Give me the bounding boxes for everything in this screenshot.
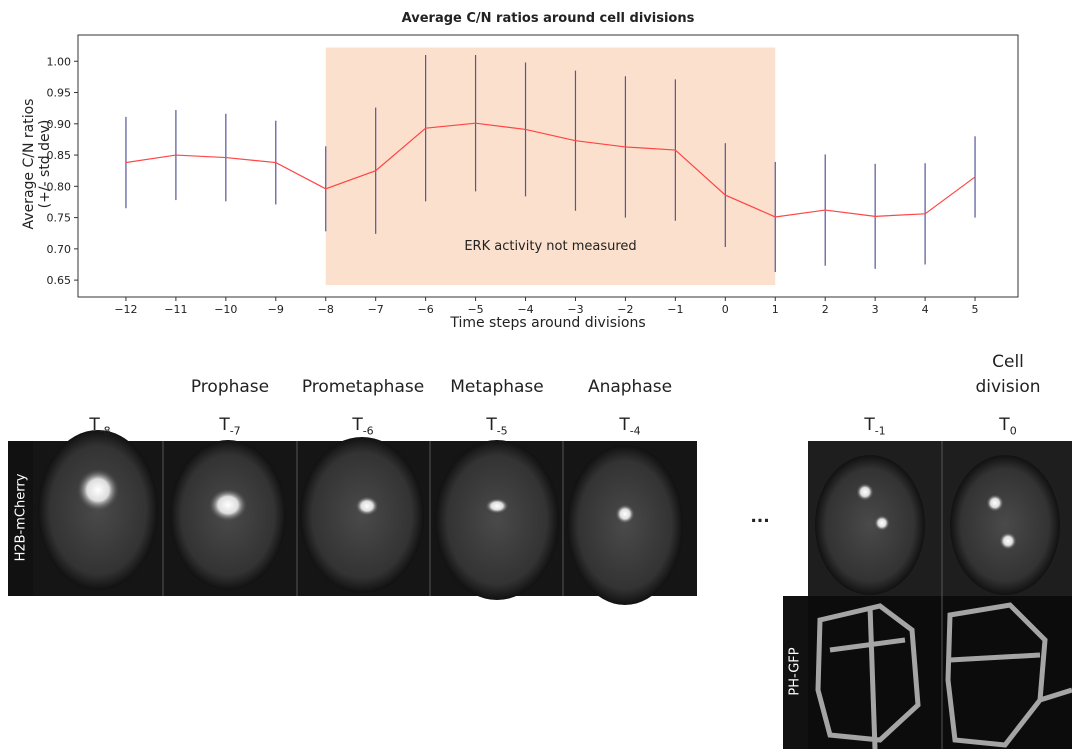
stage-label: Prophase	[190, 377, 270, 397]
time-symbol: T	[219, 415, 230, 435]
y-tick-label: 0.80	[47, 180, 72, 193]
time-index: -6	[362, 424, 374, 438]
stage-label: Prometaphase	[301, 377, 425, 397]
x-tick-label: −4	[517, 303, 533, 316]
x-tick-label: 2	[822, 303, 829, 316]
chart-title: Average C/N ratios around cell divisions	[402, 11, 695, 26]
x-tick-label: −1	[667, 303, 683, 316]
y-axis-label: Average C/N ratios (+/- std dev)	[21, 98, 53, 230]
time-label: T-5	[457, 413, 537, 443]
data-line	[125, 122, 976, 218]
x-tick-label: −7	[368, 303, 384, 316]
x-tick-label: −9	[268, 303, 284, 316]
time-label: T-4	[590, 413, 670, 443]
y-tick-label: 0.90	[47, 118, 72, 131]
time-symbol: T	[999, 415, 1010, 435]
time-label: T0	[968, 413, 1048, 443]
x-tick-label: −8	[318, 303, 334, 316]
shaded-region	[325, 47, 776, 286]
time-symbol: T	[486, 415, 497, 435]
time-label: T-6	[323, 413, 403, 443]
y-tick-label: 0.75	[47, 212, 72, 225]
plot-frame	[77, 34, 1019, 298]
ellipsis: ...	[750, 507, 770, 527]
stage-label: Metaphase	[450, 377, 544, 397]
x-tick-label: −3	[567, 303, 583, 316]
time-label: T-1	[835, 413, 915, 443]
x-tick-label: 5	[972, 303, 979, 316]
time-symbol: T	[352, 415, 363, 435]
time-index: -8	[99, 424, 111, 438]
annotation: ERK activity not measured	[464, 239, 636, 254]
x-tick-label: −11	[164, 303, 187, 316]
y-tick-label: 1.00	[47, 55, 72, 68]
time-index: -4	[629, 424, 641, 438]
row-label: H2B-mCherry	[13, 473, 29, 562]
x-tick-label: −10	[214, 303, 237, 316]
x-tick-label: 1	[772, 303, 779, 316]
time-label: T-8	[60, 413, 140, 443]
y-tick-label: 0.65	[47, 274, 72, 287]
x-tick-label: 3	[872, 303, 879, 316]
y-tick-label: 0.85	[47, 149, 72, 162]
y-tick-label: 0.70	[47, 243, 72, 256]
time-index: -7	[229, 424, 241, 438]
x-tick-label: −12	[114, 303, 137, 316]
x-tick-label: −6	[418, 303, 434, 316]
row-label: PH-GFP	[787, 647, 803, 696]
time-index: -5	[496, 424, 508, 438]
x-tick-label: −2	[617, 303, 633, 316]
time-symbol: T	[89, 415, 100, 435]
stage-label: Anaphase	[587, 377, 673, 397]
time-symbol: T	[619, 415, 630, 435]
time-label: T-7	[190, 413, 270, 443]
y-tick-label: 0.95	[47, 87, 72, 100]
stage-label: Cell division	[975, 352, 1041, 397]
x-tick-label: 4	[922, 303, 929, 316]
time-index: 0	[1009, 424, 1017, 438]
x-tick-label: 0	[722, 303, 729, 316]
x-tick-label: −5	[467, 303, 483, 316]
microscopy-images	[8, 430, 1072, 749]
time-symbol: T	[864, 415, 875, 435]
time-index: -1	[874, 424, 886, 438]
x-axis-label: Time steps around divisions	[449, 315, 645, 331]
